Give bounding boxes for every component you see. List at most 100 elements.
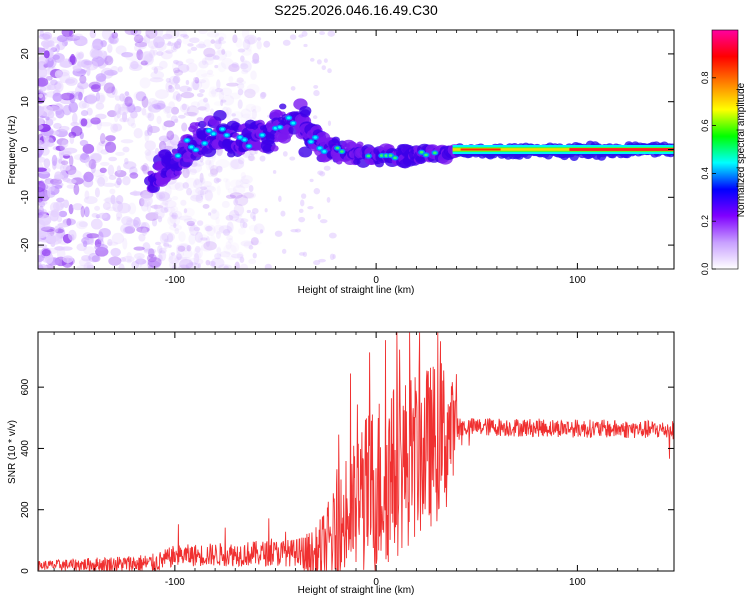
- spectrogram-blob: [136, 226, 150, 233]
- spectrogram-blob: [107, 44, 113, 53]
- spectrogram-blob: [104, 55, 114, 66]
- spectrogram-blob: [43, 50, 50, 59]
- spectrogram-blob: [166, 112, 172, 119]
- spectrogram-blob: [240, 240, 254, 247]
- spectrogram-blob: [145, 30, 158, 39]
- spectrogram-blob: [59, 60, 72, 68]
- spectrogram-speck: [167, 244, 172, 248]
- spectrogram-blob: [204, 56, 214, 66]
- spectrogram-blob: [81, 102, 90, 109]
- spectrogram-blob: [190, 188, 204, 200]
- spectrogram-blob: [90, 218, 103, 230]
- spectrogram-blob: [225, 194, 236, 199]
- spectrogram-blob: [157, 254, 163, 262]
- spectrogram-blob: [167, 139, 178, 145]
- spectrogram-blob: [73, 33, 84, 39]
- spectrogram-blob: [178, 242, 190, 250]
- spectrogram-blob: [38, 243, 48, 249]
- colorbar-frame: [711, 29, 739, 270]
- spectrogram-blob: [244, 88, 256, 99]
- spectrogram-ytick-label: -20: [20, 237, 31, 252]
- spectrogram-blob: [165, 30, 180, 39]
- spectrogram-blob: [86, 264, 95, 269]
- spectrogram-blob: [232, 34, 238, 44]
- spectrogram-speck: [208, 212, 212, 216]
- spectrogram-blob: [118, 263, 125, 269]
- spectrogram-speck: [248, 245, 254, 250]
- spectrogram-speck: [216, 178, 222, 183]
- spectrogram-blob: [83, 60, 93, 66]
- spectrogram-blob: [171, 106, 180, 115]
- spectrogram-speck: [200, 237, 208, 241]
- spectrogram-blob: [38, 93, 44, 99]
- spectrogram-speck: [278, 195, 282, 202]
- spectrogram-blob: [62, 164, 71, 171]
- spectrogram-blob: [199, 172, 204, 183]
- spectrogram-blob: [49, 178, 63, 185]
- spectrogram-blob: [133, 216, 141, 228]
- spectrogram-blob: [148, 104, 162, 113]
- spectrogram-speck: [282, 39, 291, 46]
- spectrogram-blob: [46, 57, 54, 68]
- spectrogram-blob: [248, 224, 258, 232]
- spectrogram-blob: [163, 120, 175, 128]
- spectrogram-blob: [72, 65, 82, 72]
- spectrogram-blob: [123, 226, 134, 234]
- spectrogram-blob: [151, 218, 158, 227]
- spectrogram-blob: [205, 159, 212, 171]
- spectrogram-blob: [206, 31, 220, 38]
- spectrogram-blob: [181, 122, 188, 132]
- spectrogram-blob: [177, 244, 191, 252]
- spectrogram-blob: [165, 49, 174, 54]
- spectrogram-blob: [97, 176, 106, 187]
- spectrogram-speck: [174, 83, 181, 90]
- spectrogram-blob: [83, 262, 94, 269]
- spectrogram-core-hot: [220, 127, 225, 131]
- spectrogram-blob: [134, 41, 147, 48]
- spectrogram-blob: [180, 199, 187, 206]
- spectrogram-blob: [204, 189, 213, 202]
- spectrogram-blob: [142, 242, 151, 252]
- spectrogram-blob: [144, 149, 152, 156]
- spectrogram-blob: [136, 49, 144, 61]
- spectrogram-blob: [133, 252, 145, 260]
- spectrogram-blob: [228, 76, 234, 83]
- spectrogram-blob: [179, 259, 194, 269]
- spectrogram-blob: [123, 161, 137, 170]
- spectrogram-core-hot: [189, 145, 194, 149]
- snr-ytick-label: 600: [20, 378, 31, 395]
- spectrogram-speck: [319, 171, 326, 177]
- spectrogram-blob: [192, 79, 200, 91]
- spectrogram-blob: [59, 164, 65, 173]
- spectrogram-speck: [316, 59, 322, 65]
- spectrogram-speck: [326, 197, 331, 203]
- spectrogram-blob: [141, 51, 153, 63]
- spectrogram-blob: [38, 201, 46, 208]
- spectrogram-speck: [302, 251, 308, 257]
- spectrogram-blob: [139, 197, 145, 207]
- spectrogram-blob: [66, 218, 72, 226]
- spectrogram-speck: [187, 87, 193, 92]
- spectrogram-blob: [234, 194, 249, 206]
- spectrogram-blob: [198, 30, 208, 35]
- spectrogram-blob: [86, 256, 91, 268]
- spectrogram-blob: [54, 70, 63, 79]
- spectrogram-blob: [204, 185, 216, 193]
- spectrogram-blob: [139, 260, 153, 269]
- spectrogram-blob: [60, 202, 65, 209]
- spectrogram-blob: [110, 194, 116, 205]
- spectrogram-blob: [129, 64, 143, 72]
- spectrogram-blob: [225, 178, 231, 191]
- spectrogram-blob: [47, 186, 52, 198]
- spectrogram-blob: [162, 137, 171, 147]
- spectrogram-blob: [159, 233, 169, 244]
- spectrogram-blob: [108, 35, 119, 45]
- spectrogram-speck: [162, 243, 170, 247]
- spectrogram-blob: [228, 210, 240, 222]
- spectrogram-blob: [205, 259, 211, 266]
- spectrogram-blob: [90, 84, 101, 93]
- spectrogram-blob: [67, 169, 82, 179]
- spectrogram-blob: [76, 264, 91, 269]
- spectrogram-blob: [229, 179, 242, 189]
- spectrogram-blob: [86, 233, 100, 239]
